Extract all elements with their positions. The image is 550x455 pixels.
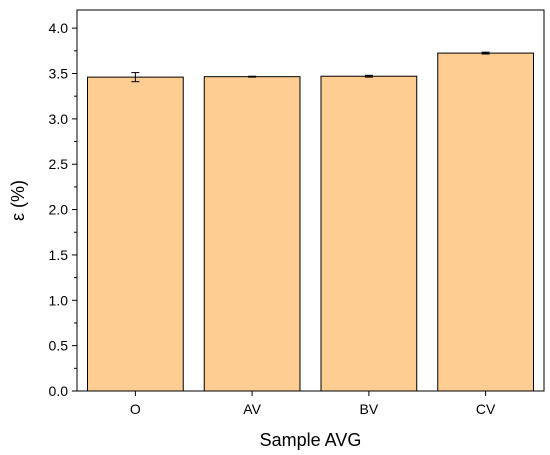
- bar-bv: [320, 75, 418, 392]
- y-tick-label: 3.0: [49, 111, 69, 127]
- x-axis-ticks: O AV BV CV: [130, 391, 496, 417]
- x-axis-title: Sample AVG: [260, 430, 362, 450]
- y-tick-label: 3.5: [49, 66, 69, 82]
- error-bar-o: [131, 72, 140, 83]
- error-bar-av: [248, 75, 257, 78]
- bars-group: [87, 52, 534, 392]
- y-tick-label: 2.0: [49, 202, 69, 218]
- y-tick-label: 2.5: [49, 156, 69, 172]
- x-tick-label-cv: CV: [476, 401, 496, 417]
- y-axis-title: ε (%): [8, 180, 28, 221]
- y-tick-label: 1.5: [49, 247, 69, 263]
- bar-cv: [437, 52, 534, 392]
- y-tick-label: 0.5: [49, 338, 69, 354]
- y-tick-label: 1.0: [49, 292, 69, 308]
- x-tick-label-bv: BV: [360, 401, 379, 417]
- y-tick-label: 4.0: [49, 20, 69, 36]
- y-tick-label: 0.0: [49, 383, 69, 399]
- error-bars-group: [131, 51, 490, 83]
- plot-frame: [76, 9, 545, 392]
- x-tick-label-o: O: [130, 401, 141, 417]
- y-axis-ticks: 0.0 0.5 1.0 1.5 2.0 2.5 3.0 3.5 4.0: [49, 20, 77, 399]
- error-bar-bv: [364, 74, 373, 78]
- error-bar-cv: [481, 51, 490, 55]
- x-tick-label-av: AV: [243, 401, 261, 417]
- bar-o: [87, 76, 184, 392]
- bar-av: [203, 76, 301, 392]
